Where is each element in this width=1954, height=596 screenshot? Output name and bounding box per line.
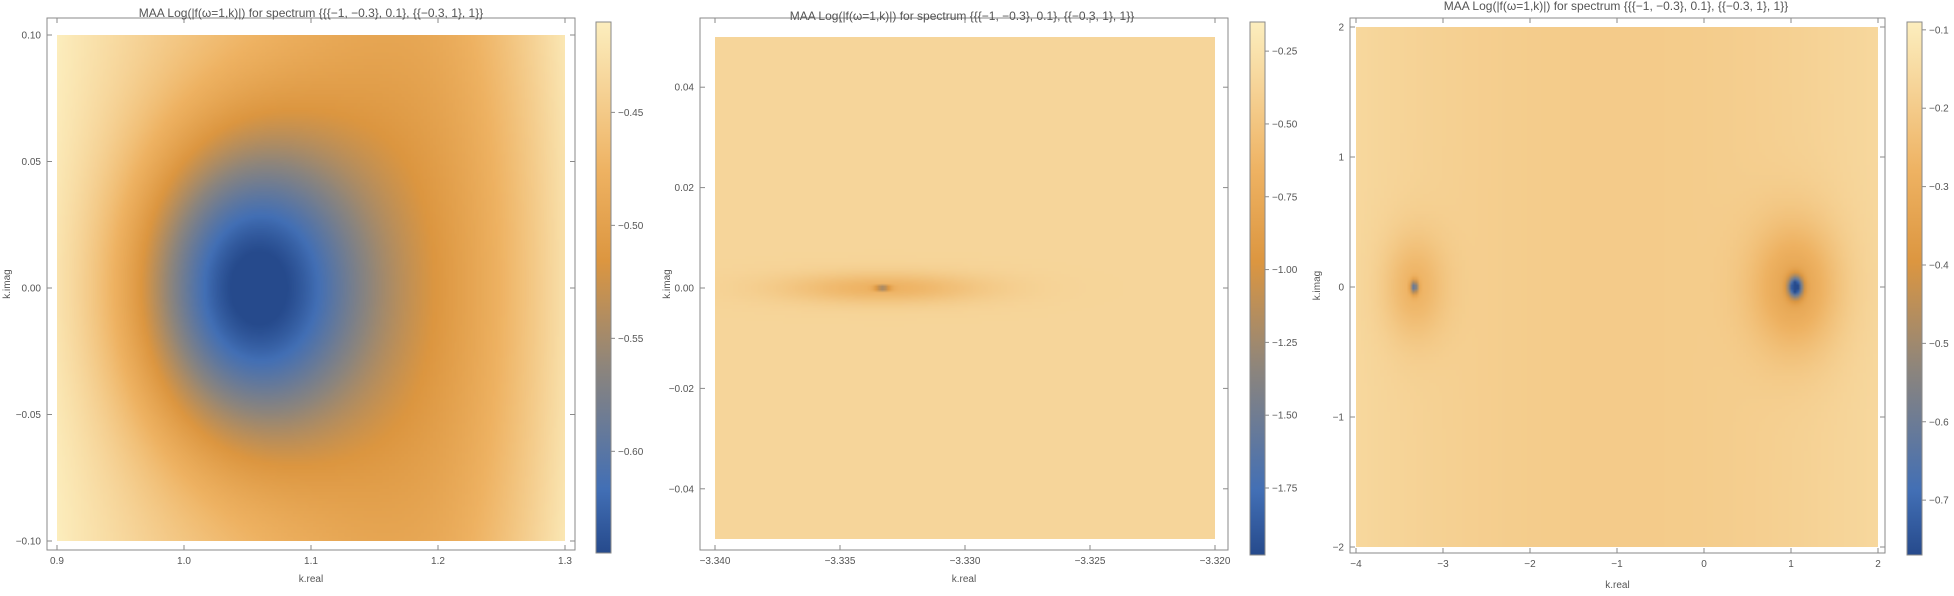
colorbar-tick-label: −0.2 (1929, 104, 1949, 115)
x-axis-title: k.real (952, 574, 976, 585)
colorbar-tick-label: −1.25 (1272, 338, 1298, 349)
plot-title: MAA Log(|f(ω=1,k)|) for spectrum {{{−1, … (790, 9, 1135, 23)
colorbar-tick-label: −0.60 (618, 447, 644, 458)
y-tick-label: −1 (1333, 413, 1345, 424)
x-tick-label: 0.9 (50, 556, 64, 567)
colorbar-tick-label: −1.75 (1272, 484, 1298, 495)
y-axis-title: k.imag (2, 269, 13, 298)
x-tick-label: −2 (1524, 559, 1536, 570)
x-tick-label: −3.320 (1200, 556, 1231, 567)
colorbar-tick-label: −0.50 (618, 221, 644, 232)
colorbar (1249, 21, 1266, 556)
plot-title: MAA Log(|f(ω=1,k)|) for spectrum {{{−1, … (139, 6, 484, 20)
x-tick-label: −3.330 (950, 556, 981, 567)
colorbar-tick-label: −0.75 (1272, 192, 1298, 203)
x-tick-label: 1.1 (304, 556, 318, 567)
colorbar-tick-label: −0.7 (1929, 496, 1949, 507)
x-tick-label: 1.3 (558, 556, 572, 567)
heatmap-image (57, 35, 565, 541)
y-tick-label: −0.10 (16, 537, 42, 548)
chart-panel-1: 0.9 1.0 1.1 1.2 1.3 −0.10 −0.05 0.00 0.05 0.10 MAA… (2, 6, 644, 585)
y-axis-title: k.imag (1312, 271, 1323, 300)
colorbar-tick-label: −0.1 (1929, 25, 1949, 36)
y-tick-label: −2 (1333, 543, 1345, 554)
x-axis-title: k.real (1605, 580, 1629, 591)
x-tick-label: 0 (1701, 559, 1707, 570)
colorbar-tick-label: −0.55 (618, 334, 644, 345)
y-tick-label: 1 (1338, 153, 1344, 164)
x-tick-label: −4 (1350, 559, 1362, 570)
colorbar-tick-label: −0.4 (1929, 260, 1949, 271)
y-tick-label: 0.00 (22, 284, 42, 295)
x-tick-label: 1.0 (177, 556, 191, 567)
colorbar (595, 21, 612, 554)
y-tick-label: 2 (1338, 23, 1344, 34)
colorbar-tick-label: −0.50 (1272, 119, 1298, 130)
y-tick-label: 0.05 (22, 157, 42, 168)
x-axis-title: k.real (299, 574, 323, 585)
y-tick-label: 0.00 (675, 284, 695, 295)
colorbar-tick-label: −1.50 (1272, 411, 1298, 422)
colorbar-tick-label: −0.45 (618, 108, 644, 119)
x-tick-label: −3 (1437, 559, 1449, 570)
y-tick-label: 0.04 (675, 83, 695, 94)
y-tick-label: −0.02 (669, 384, 695, 395)
chart-panel-2: −3.340 −3.335 −3.330 −3.325 −3.320 −0.04 −0.02… (662, 9, 1298, 585)
y-tick-label: −0.04 (669, 484, 695, 495)
x-tick-label: −3.325 (1075, 556, 1106, 567)
colorbar-tick-label: −0.6 (1929, 417, 1949, 428)
y-tick-label: −0.05 (16, 410, 42, 421)
colorbar (1906, 21, 1923, 556)
heatmap-image (1356, 27, 1878, 547)
x-tick-label: 1.2 (431, 556, 445, 567)
heatmap-image (715, 37, 1215, 539)
colorbar-tick-label: −1.00 (1272, 265, 1298, 276)
x-tick-label: 2 (1875, 559, 1881, 570)
chart-panel-3: −4 −3 −2 −1 0 1 2 −2 −1 0 1 2 MAA Log(|f(ω=1,k)|) fo… (1312, 0, 1949, 591)
y-tick-label: 0 (1338, 283, 1344, 294)
colorbar-tick-label: −0.3 (1929, 182, 1949, 193)
y-tick-label: 0.02 (675, 183, 695, 194)
plot-frame (699, 17, 1229, 551)
y-tick-label: 0.10 (22, 31, 42, 42)
x-tick-label: −3.340 (700, 556, 731, 567)
x-tick-label: −1 (1611, 559, 1623, 570)
x-tick-label: −3.335 (825, 556, 856, 567)
colorbar-tick-label: −0.25 (1272, 47, 1298, 58)
plot-title: MAA Log(|f(ω=1,k)|) for spectrum {{{−1, … (1444, 0, 1789, 13)
x-tick-label: 1 (1788, 559, 1794, 570)
colorbar-tick-label: −0.5 (1929, 339, 1949, 350)
y-axis-title: k.imag (662, 269, 673, 298)
